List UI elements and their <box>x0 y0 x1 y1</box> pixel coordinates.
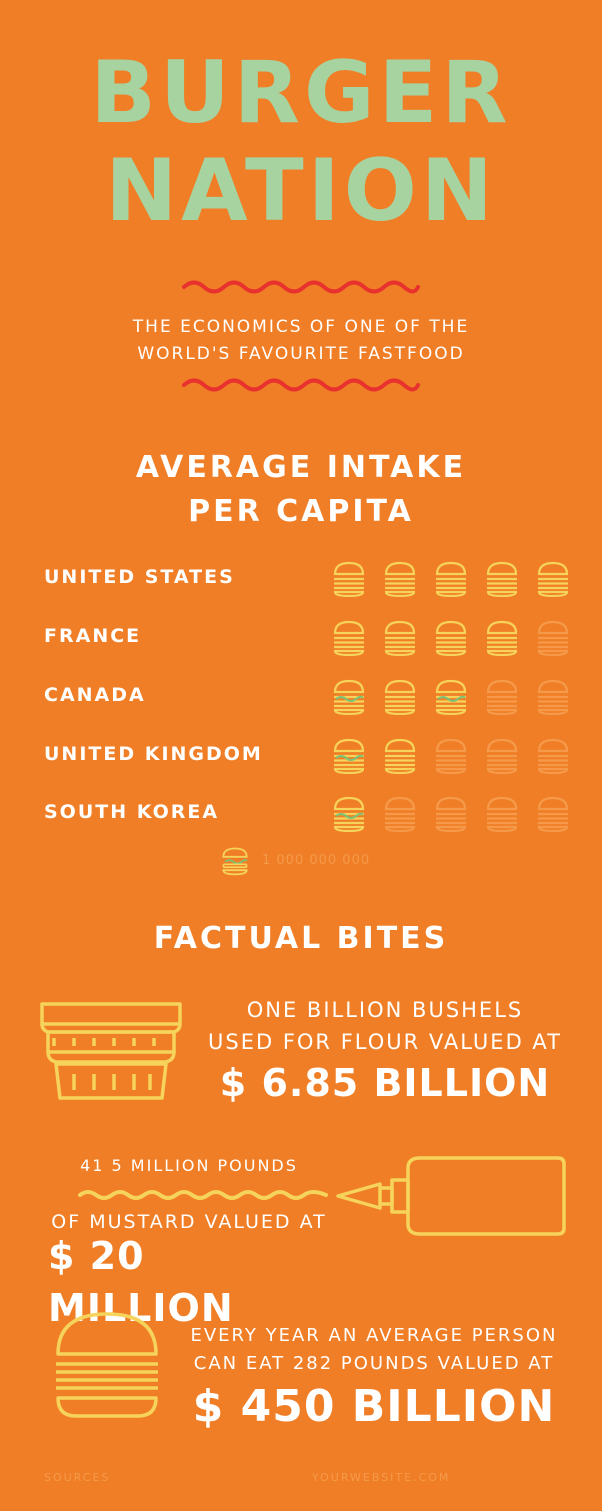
wave-divider-top <box>182 280 420 294</box>
fact-3-line-2: CAN EAT 282 POUNDS VALUED AT <box>193 1353 555 1374</box>
title-line-2: NATION <box>105 141 497 241</box>
fact-3: EVERY YEAR AN AVERAGE PERSON CAN EAT 282… <box>176 1322 572 1436</box>
fact-2-line-1: 41 5 MILLION POUNDS <box>80 1156 298 1175</box>
burger-row <box>333 620 569 656</box>
burger-icon-filled <box>435 679 467 715</box>
burger-icon-empty <box>384 796 416 832</box>
subtitle-line-2: WORLD'S FAVOURITE FASTFOOD <box>137 344 465 364</box>
burger-icon-filled <box>435 561 467 597</box>
burger-icon-filled <box>384 679 416 715</box>
burger-icon-filled <box>384 561 416 597</box>
burger-icon-empty <box>537 679 569 715</box>
burger-icon-filled <box>486 561 518 597</box>
website-link[interactable]: YOURWEBSITE.COM <box>312 1471 451 1484</box>
burger-icon <box>56 1312 158 1418</box>
burger-icon-empty <box>435 796 467 832</box>
mustard-wave <box>78 1190 328 1200</box>
country-label: SOUTH KOREA <box>44 801 220 823</box>
fact-3-line-1: EVERY YEAR AN AVERAGE PERSON <box>190 1325 558 1346</box>
sources-link[interactable]: SOURCES <box>44 1471 111 1484</box>
burger-icon-filled <box>333 796 365 832</box>
fact-3-value: $ 450 BILLION <box>192 1381 556 1432</box>
burger-icon-filled <box>486 620 518 656</box>
burger-icon-empty <box>537 620 569 656</box>
fact-1-line-2: USED FOR FLOUR VALUED AT <box>208 1030 562 1054</box>
burger-icon-filled <box>384 738 416 774</box>
burger-icon-empty <box>486 679 518 715</box>
burger-icon-empty <box>435 738 467 774</box>
fact-1-value: $ 6.85 BILLION <box>219 1061 551 1105</box>
burger-icon-filled <box>384 620 416 656</box>
country-label: UNITED STATES <box>44 566 235 588</box>
country-label: FRANCE <box>44 625 142 647</box>
legend-value: 1 000 000 000 <box>262 853 371 868</box>
subtitle-line-1: THE ECONOMICS OF ONE OF THE <box>132 317 470 337</box>
legend-burger-icon <box>222 847 248 876</box>
burger-row <box>333 679 569 715</box>
fact-2-line-2: OF MUSTARD VALUED AT <box>51 1211 327 1233</box>
intake-title-line-1: AVERAGE INTAKE <box>135 450 467 485</box>
burger-icon-filled <box>333 620 365 656</box>
burger-row <box>333 561 569 597</box>
burger-icon-filled <box>333 738 365 774</box>
subtitle: THE ECONOMICS OF ONE OF THE WORLD'S FAVO… <box>0 314 602 368</box>
burger-icon-empty <box>537 738 569 774</box>
fact-2-text: OF MUSTARD VALUED AT <box>44 1209 334 1235</box>
burger-row <box>333 738 569 774</box>
mustard-bottle-icon <box>336 1156 566 1236</box>
burger-icon-filled <box>537 561 569 597</box>
burger-row <box>333 796 569 832</box>
bread-stack-icon <box>40 1002 182 1100</box>
burger-icon-empty <box>486 796 518 832</box>
intake-title: AVERAGE INTAKE PER CAPITA <box>0 446 602 534</box>
burger-icon-empty <box>537 796 569 832</box>
burger-icon-filled <box>333 561 365 597</box>
wave-divider-bottom <box>182 378 420 392</box>
country-label: UNITED KINGDOM <box>44 743 263 765</box>
title-line-1: BURGER <box>90 43 512 143</box>
facts-title: FACTUAL BITES <box>153 921 449 956</box>
burger-icon-filled <box>435 620 467 656</box>
fact-1-line-1: ONE BILLION BUSHELS <box>246 998 524 1022</box>
fact-1: ONE BILLION BUSHELS USED FOR FLOUR VALUE… <box>200 993 570 1109</box>
intake-title-line-2: PER CAPITA <box>188 494 414 529</box>
country-label: CANADA <box>44 684 146 706</box>
burger-icon-empty <box>486 738 518 774</box>
burger-icon-filled <box>333 679 365 715</box>
